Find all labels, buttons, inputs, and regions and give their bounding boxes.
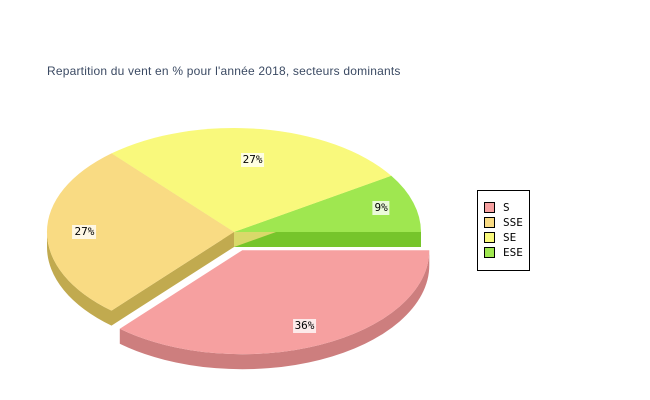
slice-label-SE: 27%	[240, 152, 265, 167]
legend-item-ESE: ESE	[484, 245, 529, 260]
slice-label-SSE: 27%	[72, 225, 97, 239]
chart-title: Repartition du vent en % pour l'année 20…	[47, 64, 401, 78]
slice-label-S: 36%	[292, 318, 317, 333]
legend-swatch-ESE	[484, 247, 495, 258]
legend-item-SE: SE	[484, 230, 529, 245]
pie-slice-SSE	[46, 153, 235, 311]
pie-side-SSE	[111, 232, 234, 326]
legend-item-SSE: SSE	[484, 215, 529, 230]
pie-rim-SSE	[46, 232, 112, 326]
legend-label-SE: SE	[503, 231, 517, 244]
pie-slice-S	[119, 250, 430, 355]
pie-slice-SE	[111, 127, 392, 232]
slice-label-ESE: 9%	[372, 201, 390, 215]
legend-label-S: S	[503, 201, 510, 214]
legend-item-S: S	[484, 200, 529, 215]
legend-swatch-SE	[484, 232, 495, 243]
pie-slice-ESE	[234, 175, 421, 232]
legend-label-SSE: SSE	[503, 216, 523, 229]
legend-swatch-SSE	[484, 217, 495, 228]
legend-label-ESE: ESE	[503, 246, 523, 259]
legend-swatch-S	[484, 202, 495, 213]
pie-side-ESE	[234, 232, 421, 247]
pie-rim-S	[119, 250, 430, 370]
legend: S SSE SE ESE	[477, 190, 530, 271]
